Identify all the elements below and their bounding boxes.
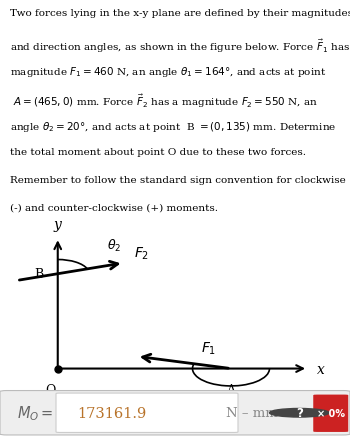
- Text: y: y: [54, 218, 62, 232]
- Text: $M_O =$: $M_O =$: [17, 403, 53, 422]
- Text: the total moment about point O due to these two forces.: the total moment about point O due to th…: [10, 148, 307, 157]
- Text: (-) and counter-clockwise (+) moments.: (-) and counter-clockwise (+) moments.: [10, 203, 218, 212]
- Text: magnitude $F_1 = 460$ N, an angle $\theta_1 = 164°$, and acts at point: magnitude $F_1 = 460$ N, an angle $\thet…: [10, 65, 327, 79]
- Text: and direction angles, as shown in the figure below. Force $\vec{F}_1$ has a: and direction angles, as shown in the fi…: [10, 37, 350, 54]
- Text: A: A: [226, 383, 236, 396]
- Text: O: O: [46, 383, 56, 396]
- FancyBboxPatch shape: [313, 395, 348, 432]
- FancyBboxPatch shape: [0, 391, 350, 435]
- Text: N – mm: N – mm: [226, 406, 278, 419]
- Text: x: x: [317, 362, 325, 376]
- Text: $\theta_2$: $\theta_2$: [107, 237, 121, 254]
- Text: 173161.9: 173161.9: [77, 406, 146, 420]
- Text: Remember to follow the standard sign convention for clockwise: Remember to follow the standard sign con…: [10, 175, 346, 184]
- Text: $F_2$: $F_2$: [134, 245, 149, 262]
- Text: $F_1$: $F_1$: [201, 340, 217, 357]
- Text: ?: ?: [296, 406, 303, 419]
- Text: B: B: [35, 268, 44, 281]
- Circle shape: [270, 409, 329, 417]
- Text: Two forces lying in the x-y plane are defined by their magnitudes: Two forces lying in the x-y plane are de…: [10, 9, 350, 18]
- FancyBboxPatch shape: [56, 393, 238, 432]
- Text: $\theta_1$: $\theta_1$: [283, 388, 298, 404]
- Text: $A = (465, 0)$ mm. Force $\vec{F}_2$ has a magnitude $F_2 = 550$ N, an: $A = (465, 0)$ mm. Force $\vec{F}_2$ has…: [10, 92, 318, 110]
- Text: × 0%: × 0%: [317, 408, 345, 418]
- Text: angle $\theta_2 = 20°$, and acts at point  B $= (0, 135)$ mm. Determine: angle $\theta_2 = 20°$, and acts at poin…: [10, 120, 337, 134]
